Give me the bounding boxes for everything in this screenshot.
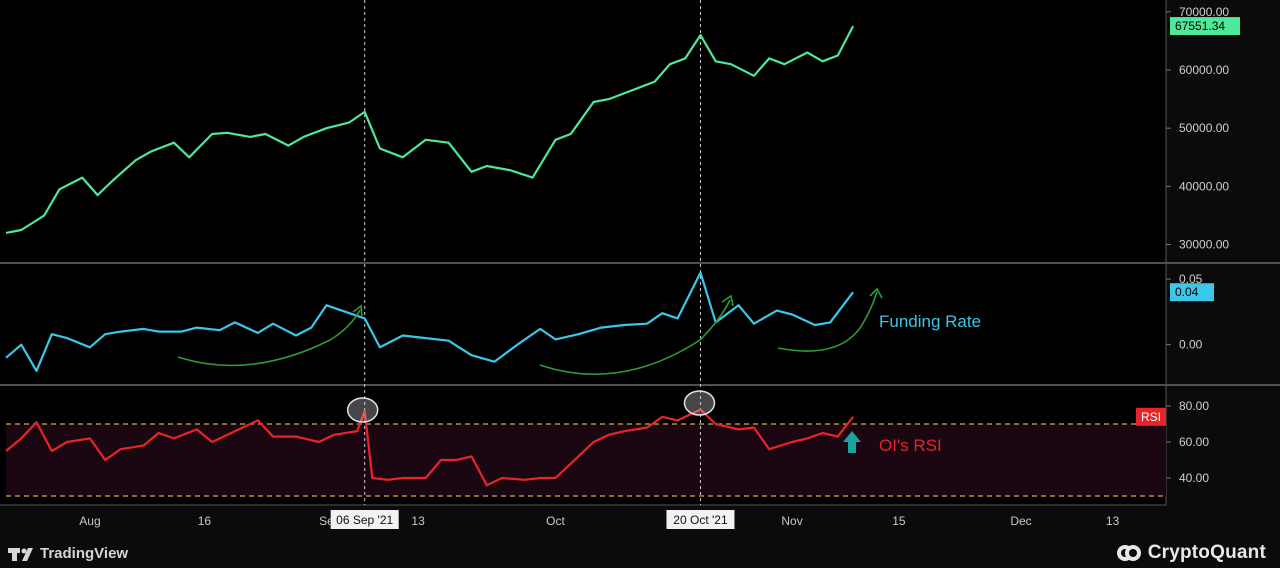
cryptoquant-logo: CryptoQuant — [1116, 542, 1266, 564]
up-arrow-icon — [843, 431, 861, 453]
price-series-line — [5, 25, 855, 234]
tradingview-icon — [8, 547, 33, 561]
price-axis-background — [1166, 0, 1280, 537]
x-tick-label: 13 — [1106, 514, 1120, 528]
date-marker-badge — [666, 510, 735, 529]
rsi-y-tick-label: 40.00 — [1179, 471, 1209, 485]
date-marker-label: 06 Sep '21 — [336, 513, 393, 527]
rsi-last-value-badge — [1136, 407, 1166, 426]
price-y-tick-label: 50000.00 — [1179, 121, 1229, 135]
rsi-y-tick-label: 80.00 — [1179, 399, 1209, 413]
price-y-tick-label: 70000.00 — [1179, 5, 1229, 19]
funding-rate-annotation: Funding Rate — [879, 312, 981, 331]
funding-rate-last-value-label: 0.04 — [1175, 285, 1199, 299]
rsi-series-line — [5, 408, 854, 487]
chart-canvas[interactable]: 30000.00 40000.00 50000.00 60000.00 70000.00… — [0, 0, 1280, 537]
price-y-tick-label: 30000.00 — [1179, 238, 1229, 252]
rsi-last-value-label: RSI — [1141, 410, 1161, 424]
rsi-y-tick-label: 60.00 — [1179, 435, 1209, 449]
rsi-peak-circle — [683, 390, 716, 416]
funding-trend-arrow — [539, 299, 731, 376]
price-last-value-badge — [1170, 17, 1240, 36]
rsi-peak-circle — [346, 397, 379, 423]
ois-rsi-annotation: OI's RSI — [879, 436, 942, 455]
funding-trend-arrow — [177, 309, 361, 367]
cryptoquant-text: CryptoQuant — [1147, 542, 1266, 563]
x-tick-label: Dec — [1010, 514, 1031, 528]
price-y-tick-label: 40000.00 — [1179, 179, 1229, 193]
time-axis-background — [0, 505, 1280, 537]
x-tick-label: Nov — [781, 514, 802, 528]
funding-rate-last-value-badge — [1170, 283, 1214, 302]
tradingview-logo[interactable]: TradingView — [8, 545, 128, 562]
funding-rate-y-tick-label: 0.00 — [1179, 338, 1203, 352]
date-marker-label: 20 Oct '21 — [673, 513, 728, 527]
arrowhead — [721, 294, 734, 307]
date-marker-badge — [330, 510, 399, 529]
arrowhead — [352, 304, 363, 317]
cryptoquant-icon — [1116, 545, 1141, 561]
arrowhead — [869, 287, 883, 299]
price-y-tick-label: 60000.00 — [1179, 63, 1229, 77]
x-tick-label: 16 — [198, 514, 212, 528]
x-tick-label: Se — [319, 514, 334, 528]
rsi-band-fill — [6, 424, 1166, 496]
x-tick-label: 15 — [892, 514, 906, 528]
funding-rate-series-line — [5, 271, 854, 372]
x-tick-label: Aug — [79, 514, 100, 528]
funding-trend-arrow — [777, 291, 878, 352]
price-last-value-label: 67551.34 — [1175, 19, 1225, 33]
x-tick-label: Oct — [546, 514, 565, 528]
footer-bar: TradingView CryptoQuant — [0, 537, 1280, 568]
x-tick-label: 13 — [411, 514, 425, 528]
funding-rate-y-tick-label: 0.05 — [1179, 272, 1203, 286]
tradingview-text: TradingView — [40, 545, 129, 562]
